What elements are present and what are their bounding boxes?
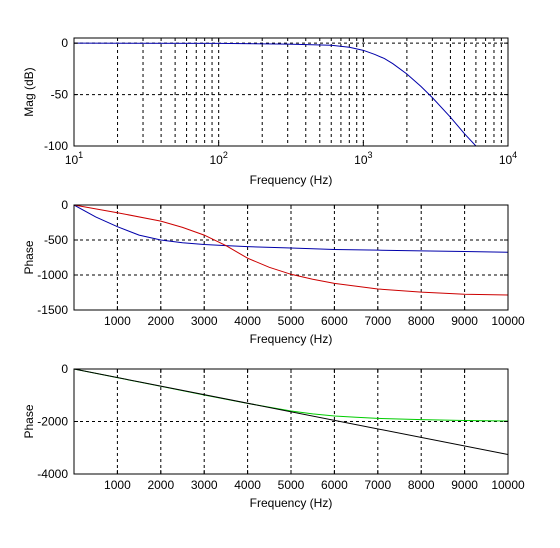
x-tick-label: 7000 — [364, 478, 391, 492]
y-tick-label: 0 — [61, 198, 68, 212]
y-tick-label: -4000 — [37, 467, 68, 481]
y-tick-label: -50 — [51, 88, 69, 102]
y-axis-label: Phase — [22, 404, 36, 438]
x-tick-label: 7000 — [364, 314, 391, 328]
x-tick-label: 2000 — [147, 314, 174, 328]
x-tick-label: 9000 — [451, 314, 478, 328]
x-tick-label: 9000 — [451, 478, 478, 492]
series-line-2 — [74, 205, 508, 296]
y-tick-label: -1000 — [37, 268, 68, 282]
x-tick-label: 10000 — [491, 478, 525, 492]
y-tick-label: 0 — [61, 36, 68, 50]
x-tick-label: 101 — [65, 150, 83, 167]
x-tick-label: 3000 — [191, 314, 218, 328]
x-tick-label: 5000 — [278, 314, 305, 328]
chart-panel-1: 101 102 103 104 0 -50 -100 Frequency (Hz) Mag (d… — [22, 36, 517, 187]
y-tick-label: -100 — [44, 139, 68, 153]
x-tick-label: 10000 — [491, 314, 525, 328]
x-tick-label: 4000 — [234, 314, 261, 328]
x-tick-label: 3000 — [191, 478, 218, 492]
x-tick-label: 5000 — [278, 478, 305, 492]
x-tick-label: 6000 — [321, 478, 348, 492]
series-line-1 — [74, 42, 477, 146]
x-axis-label: Frequency (Hz) — [250, 332, 333, 346]
y-tick-label: -2000 — [37, 415, 68, 429]
x-tick-label: 102 — [209, 150, 227, 167]
y-axis-label: Mag (dB) — [22, 67, 36, 116]
chart-panel-3: 1000 2000 3000 4000 5000 6000 7000 8000 9000 1000… — [22, 362, 525, 510]
axes-frame — [73, 37, 509, 147]
x-axis-label: Frequency (Hz) — [250, 173, 333, 187]
axes-frame — [73, 204, 509, 311]
y-tick-label: 0 — [61, 362, 68, 376]
x-axis-label: Frequency (Hz) — [250, 496, 333, 510]
y-tick-label: -500 — [44, 233, 68, 247]
x-tick-label: 104 — [499, 150, 517, 167]
y-axis-label: Phase — [22, 240, 36, 274]
x-tick-label: 6000 — [321, 314, 348, 328]
x-tick-label: 103 — [354, 150, 372, 167]
series-line-2 — [74, 369, 508, 456]
x-tick-label: 4000 — [234, 478, 261, 492]
chart-panel-2: 1000 2000 3000 4000 5000 6000 7000 8000 9000 1000… — [22, 198, 525, 346]
x-tick-label: 1000 — [104, 314, 131, 328]
x-tick-label: 8000 — [408, 314, 435, 328]
x-tick-label: 2000 — [147, 478, 174, 492]
y-tick-label: -1500 — [37, 303, 68, 317]
x-tick-label: 8000 — [408, 478, 435, 492]
x-tick-label: 1000 — [104, 478, 131, 492]
